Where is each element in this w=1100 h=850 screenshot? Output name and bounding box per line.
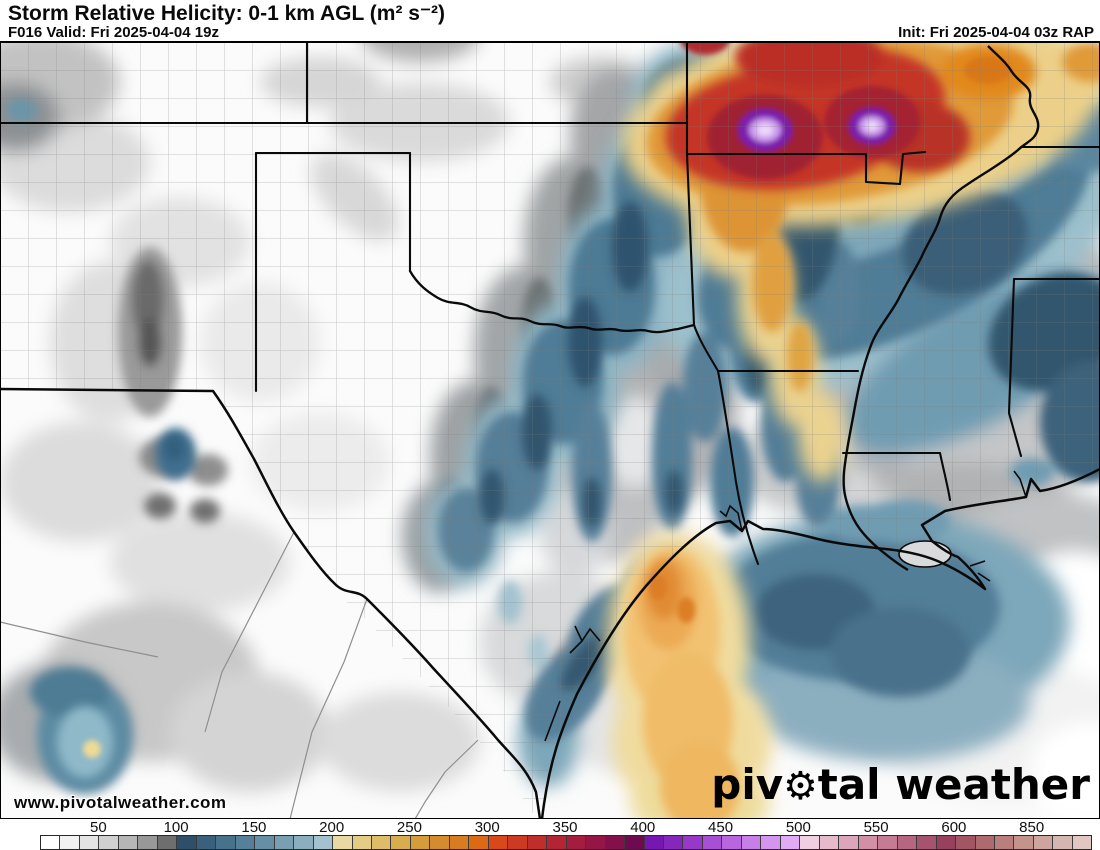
pivotal-weather-logo: piv⚙tal weather: [711, 760, 1090, 809]
colorbar-cell: [449, 836, 470, 849]
colorbar-cell: [138, 836, 158, 849]
colorbar-cell: [839, 836, 859, 849]
colorbar-cell: [371, 836, 392, 849]
colorbar-cell: [469, 836, 489, 849]
colorbar-cell: [488, 836, 509, 849]
mexico-state-borders: [0, 531, 479, 819]
colorbar-cell: [586, 836, 606, 849]
colorbar-cell: [683, 836, 703, 849]
colorbar-tick-label: 200: [319, 819, 345, 836]
colorbar-cell: [274, 836, 295, 849]
colorbar-cell: [333, 836, 353, 849]
watermark: www.pivotalweather.com: [14, 793, 227, 812]
colorbar-cell: [294, 836, 314, 849]
colorbar-cell: [60, 836, 80, 849]
header: Storm Relative Helicity: 0-1 km AGL (m² …: [0, 0, 1100, 41]
map-canvas: [0, 42, 1100, 819]
colorbar-cell: [702, 836, 723, 849]
colorbar-tick-label: 600: [941, 819, 967, 836]
colorbar-tick-label: 300: [474, 819, 500, 836]
colorbar-cell: [527, 836, 548, 849]
color-scale: 50 100 150 200 250 300 350 400 450 500 550 600 850: [0, 819, 1100, 850]
logo-text-left: piv: [711, 760, 784, 809]
colorbar-cell: [858, 836, 879, 849]
colorbar-cell: [99, 836, 119, 849]
colorbar-cell: [177, 836, 197, 849]
bay-details: [544, 470, 1032, 742]
colorbar-cell: [79, 836, 100, 849]
colorbar-cell: [722, 836, 742, 849]
colorbar-cells: [40, 835, 1092, 850]
colorbar-cell: [917, 836, 937, 849]
colorbar-cell: [235, 836, 256, 849]
colorbar-tick-labels: 50 100 150 200 250 300 350 400 450 500 550 600 850: [0, 819, 1100, 836]
colorbar-cell: [410, 836, 431, 849]
colorbar-cell: [1014, 836, 1034, 849]
colorbar-tick-label: 50: [89, 819, 107, 836]
colorbar-cell: [216, 836, 236, 849]
colorbar-cell: [975, 836, 995, 849]
colorbar-cell: [1033, 836, 1054, 849]
colorbar-cell: [605, 836, 626, 849]
helicity-map: www.pivotalweather.com piv⚙tal weather: [0, 41, 1100, 820]
colorbar-cell: [41, 836, 61, 849]
colorbar-cell: [664, 836, 684, 849]
model-init-label: Init: Fri 2025-04-04 03z RAP: [898, 24, 1094, 41]
colorbar-tick-label: 150: [241, 819, 267, 836]
colorbar-cell: [566, 836, 587, 849]
colorbar-cell: [994, 836, 1015, 849]
colorbar-tick-label: 350: [552, 819, 578, 836]
colorbar-cell: [800, 836, 820, 849]
colorbar-cell: [625, 836, 645, 849]
colorbar-tick-label: 100: [163, 819, 189, 836]
colorbar-cell: [780, 836, 801, 849]
colorbar-cell: [255, 836, 275, 849]
colorbar-cell: [391, 836, 411, 849]
colorbar-cell: [196, 836, 217, 849]
logo-text-right: tal weather: [817, 760, 1090, 809]
rio-grande-river: [0, 387, 542, 819]
colorbar-tick-label: 500: [785, 819, 811, 836]
gulf-plume-core: [83, 574, 695, 758]
colorbar-cell: [897, 836, 918, 849]
colorbar-cell: [508, 836, 528, 849]
colorbar-cell: [157, 836, 178, 849]
colorbar-cell: [430, 836, 450, 849]
colorbar-tick-label: 450: [708, 819, 734, 836]
state-borders: [0, 42, 1100, 566]
colorbar-cell: [878, 836, 898, 849]
colorbar-cell: [761, 836, 781, 849]
colorbar-cell: [118, 836, 139, 849]
colorbar-cell: [819, 836, 840, 849]
colorbar-cell: [547, 836, 567, 849]
colorbar-tick-label: 400: [630, 819, 656, 836]
colorbar-tick-label: 550: [863, 819, 889, 836]
colorbar-tick-label: 850: [1019, 819, 1045, 836]
gear-icon: ⚙: [783, 764, 818, 809]
colorbar-cell: [1072, 836, 1092, 849]
page-title: Storm Relative Helicity: 0-1 km AGL (m² …: [8, 2, 446, 25]
colorbar-cell: [1053, 836, 1073, 849]
colorbar-cell: [956, 836, 976, 849]
colorbar-cell: [644, 836, 664, 849]
forecast-valid-label: F016 Valid: Fri 2025-04-04 19z: [8, 24, 219, 41]
gulf-coastline: [540, 467, 1100, 819]
mississippi-river: [842, 45, 1040, 572]
colorbar-cell: [352, 836, 372, 849]
colorbar-cell: [936, 836, 957, 849]
colorbar-tick-label: 250: [396, 819, 422, 836]
colorbar-cell: [313, 836, 334, 849]
colorbar-cell: [741, 836, 762, 849]
